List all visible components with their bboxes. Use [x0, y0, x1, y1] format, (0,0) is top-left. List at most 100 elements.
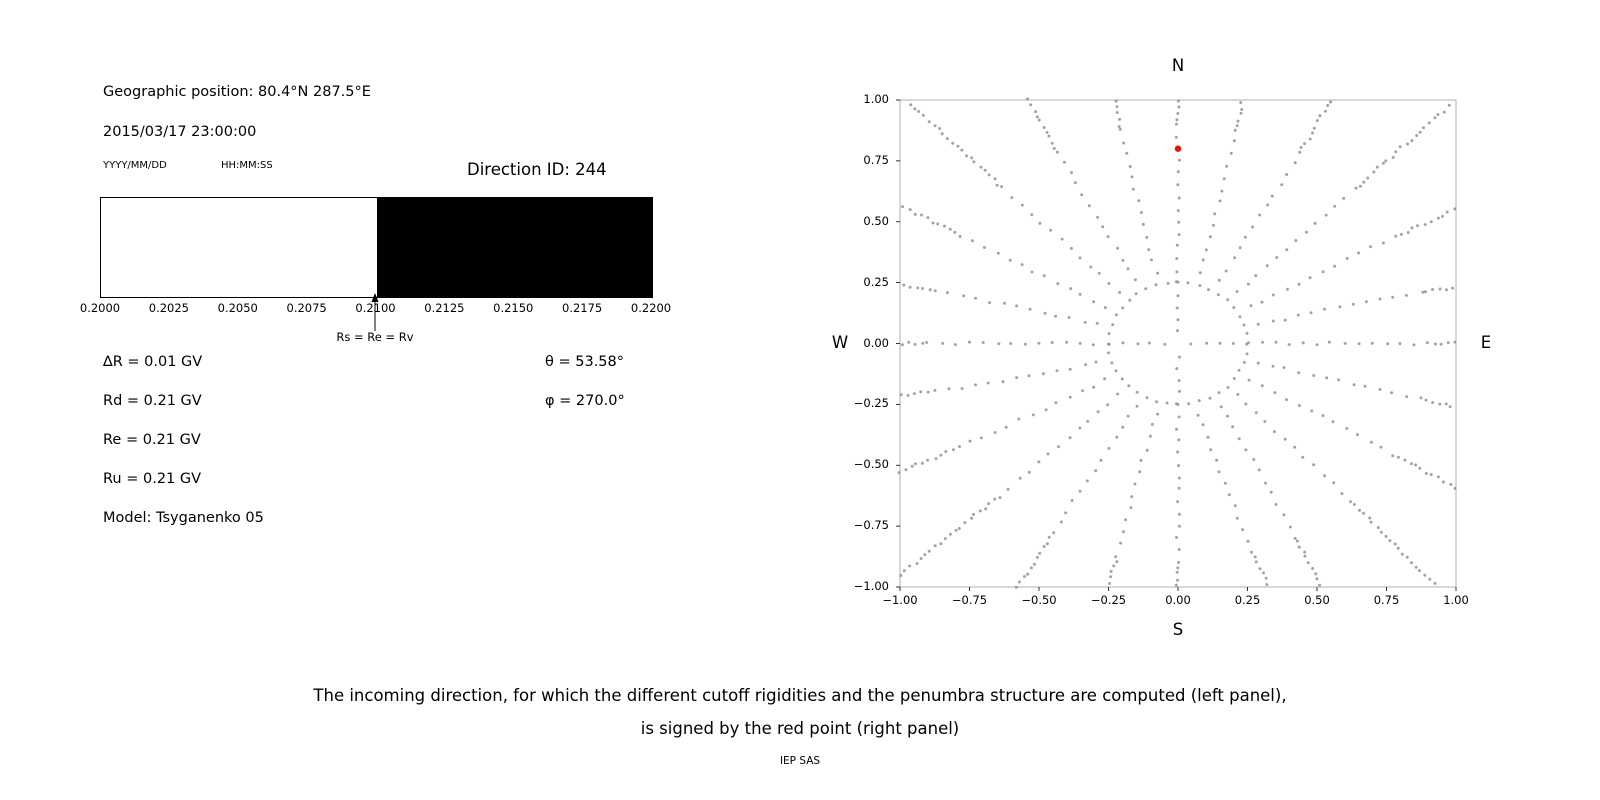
- trajectory-dot: [1198, 271, 1202, 275]
- trajectory-dot: [1006, 487, 1010, 491]
- trajectory-dot: [1283, 318, 1287, 322]
- trajectory-dot: [945, 137, 949, 141]
- trajectory-dot: [1176, 209, 1180, 213]
- trajectory-dot: [1247, 341, 1250, 345]
- trajectory-dot: [1252, 458, 1256, 461]
- trajectory-dot: [1293, 536, 1297, 540]
- trajectory-dot: [1175, 243, 1179, 247]
- trajectory-dot: [1280, 183, 1284, 187]
- trajectory-dot: [1219, 405, 1223, 409]
- trajectory-dot: [1166, 281, 1170, 285]
- trajectory-dot: [958, 445, 961, 448]
- trajectory-dot: [1114, 555, 1118, 559]
- trajectory-dot: [1108, 582, 1112, 585]
- trajectory-dot: [1349, 500, 1352, 504]
- trajectory-dot: [1340, 492, 1344, 496]
- trajectory-dot: [1085, 479, 1089, 483]
- trajectory-dot: [1354, 186, 1358, 190]
- rs-annotation-arrow-icon: [371, 293, 379, 331]
- trajectory-dot: [1175, 536, 1178, 539]
- trajectory-dot: [1111, 323, 1115, 327]
- trajectory-dot: [1256, 322, 1260, 326]
- trajectory-dot: [1391, 454, 1395, 458]
- trajectory-dot: [1263, 420, 1267, 423]
- trajectory-dot: [1094, 469, 1098, 473]
- datetime-label: 2015/03/17 23:00:00: [103, 124, 257, 140]
- trajectory-dot: [1175, 427, 1178, 431]
- trajectory-dot: [1375, 165, 1379, 169]
- trajectory-dot: [1035, 115, 1039, 119]
- trajectory-dot: [1177, 548, 1181, 551]
- trajectory-dot: [1261, 340, 1264, 344]
- trajectory-dot: [921, 287, 924, 290]
- model-label: Model: Tsyganenko 05: [103, 510, 264, 526]
- trajectory-dot: [1163, 342, 1167, 346]
- trajectory-dot: [1206, 435, 1210, 439]
- trajectory-dot: [939, 542, 943, 546]
- trajectory-dot: [1026, 97, 1030, 101]
- trajectory-dot: [1404, 293, 1408, 297]
- trajectory-dot: [1368, 516, 1372, 520]
- trajectory-dot: [1201, 258, 1205, 262]
- trajectory-dot: [1178, 158, 1181, 162]
- trajectory-dot: [993, 177, 997, 181]
- trajectory-dot: [1095, 321, 1099, 325]
- trajectory-dot: [970, 239, 974, 243]
- trajectory-dot: [1213, 212, 1217, 216]
- trajectory-dot: [953, 230, 957, 234]
- trajectory-dot: [1301, 341, 1305, 345]
- trajectory-dot: [899, 393, 903, 397]
- trajectory-dot: [902, 283, 906, 287]
- trajectory-dot: [1176, 578, 1179, 582]
- trajectory-dot: [907, 340, 911, 344]
- trajectory-dot: [1099, 458, 1103, 462]
- trajectory-dot: [908, 285, 912, 289]
- trajectory-dot: [1045, 131, 1049, 134]
- trajectory-dot: [1418, 130, 1422, 134]
- trajectory-dot: [1177, 560, 1181, 564]
- trajectory-dot: [1233, 256, 1237, 260]
- trajectory-dot: [965, 154, 968, 158]
- trajectory-dot: [970, 516, 974, 520]
- trajectory-dot: [947, 387, 951, 391]
- trajectory-dot: [1445, 210, 1449, 214]
- trajectory-dot: [1301, 455, 1305, 459]
- trajectory-dot: [1410, 226, 1414, 230]
- trajectory-dot: [1155, 400, 1158, 404]
- trajectory-dot: [1396, 455, 1400, 459]
- trajectory-dot: [1089, 265, 1093, 269]
- trajectory-dot: [1226, 386, 1230, 389]
- penumbra-bar-axis: 0.20000.20250.20500.20750.21000.21250.21…: [80, 301, 671, 316]
- phi-label: φ = 270.0°: [545, 393, 625, 409]
- trajectory-dot: [1215, 458, 1219, 462]
- trajectory-dot: [1369, 245, 1372, 249]
- trajectory-dot: [982, 246, 986, 249]
- y-tick-label: −0.75: [853, 518, 889, 533]
- trajectory-dot: [1315, 343, 1319, 347]
- compass-north-label: N: [1171, 56, 1185, 75]
- trajectory-dot: [1299, 146, 1303, 149]
- trajectory-dot: [1176, 329, 1179, 333]
- trajectory-dot: [1400, 552, 1404, 556]
- trajectory-dot: [1321, 270, 1325, 274]
- trajectory-dot: [1177, 438, 1181, 442]
- trajectory-dot: [1332, 481, 1336, 485]
- trajectory-dot: [1175, 270, 1179, 274]
- trajectory-dot: [1436, 216, 1440, 220]
- trajectory-dot: [927, 549, 931, 553]
- trajectory-dot: [1117, 125, 1121, 129]
- trajectory-dot: [1351, 302, 1355, 306]
- direction-id-label: Direction ID: 244: [467, 160, 607, 179]
- trajectory-dot: [1130, 495, 1134, 499]
- trajectory-dot: [926, 458, 930, 462]
- trajectory-dot: [1109, 569, 1113, 573]
- trajectory-dot: [1205, 341, 1209, 345]
- trajectory-dot: [1254, 560, 1258, 564]
- trajectory-dot: [919, 557, 923, 560]
- trajectory-dot: [1406, 231, 1410, 234]
- trajectory-dot: [913, 107, 917, 111]
- trajectory-dot: [1415, 134, 1419, 137]
- trajectory-dot: [1405, 555, 1409, 559]
- trajectory-dot: [1059, 520, 1063, 524]
- trajectory-dot: [1220, 189, 1224, 193]
